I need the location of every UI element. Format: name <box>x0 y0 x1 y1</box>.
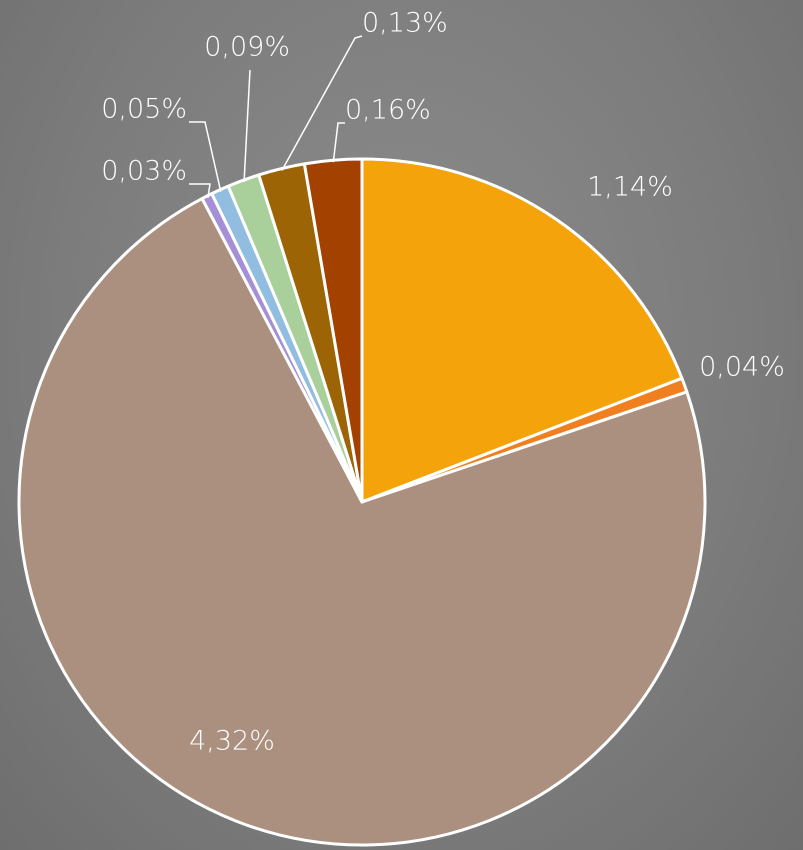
leader-line <box>281 35 363 171</box>
data-label: 0,04% <box>699 352 785 383</box>
data-label: 0,16% <box>345 95 431 126</box>
leader-line <box>189 183 211 198</box>
leader-line <box>332 122 345 163</box>
data-label: 4,32% <box>189 726 275 757</box>
data-label: 0,03% <box>101 156 187 187</box>
pie-slice <box>360 157 684 504</box>
data-label: 0,13% <box>362 8 448 39</box>
data-label: 1,14% <box>587 172 673 203</box>
data-label: 0,09% <box>204 32 290 63</box>
pie-slice <box>17 197 707 847</box>
leader-line <box>189 121 222 192</box>
data-label: 0,05% <box>101 94 187 125</box>
leader-line <box>243 69 251 183</box>
